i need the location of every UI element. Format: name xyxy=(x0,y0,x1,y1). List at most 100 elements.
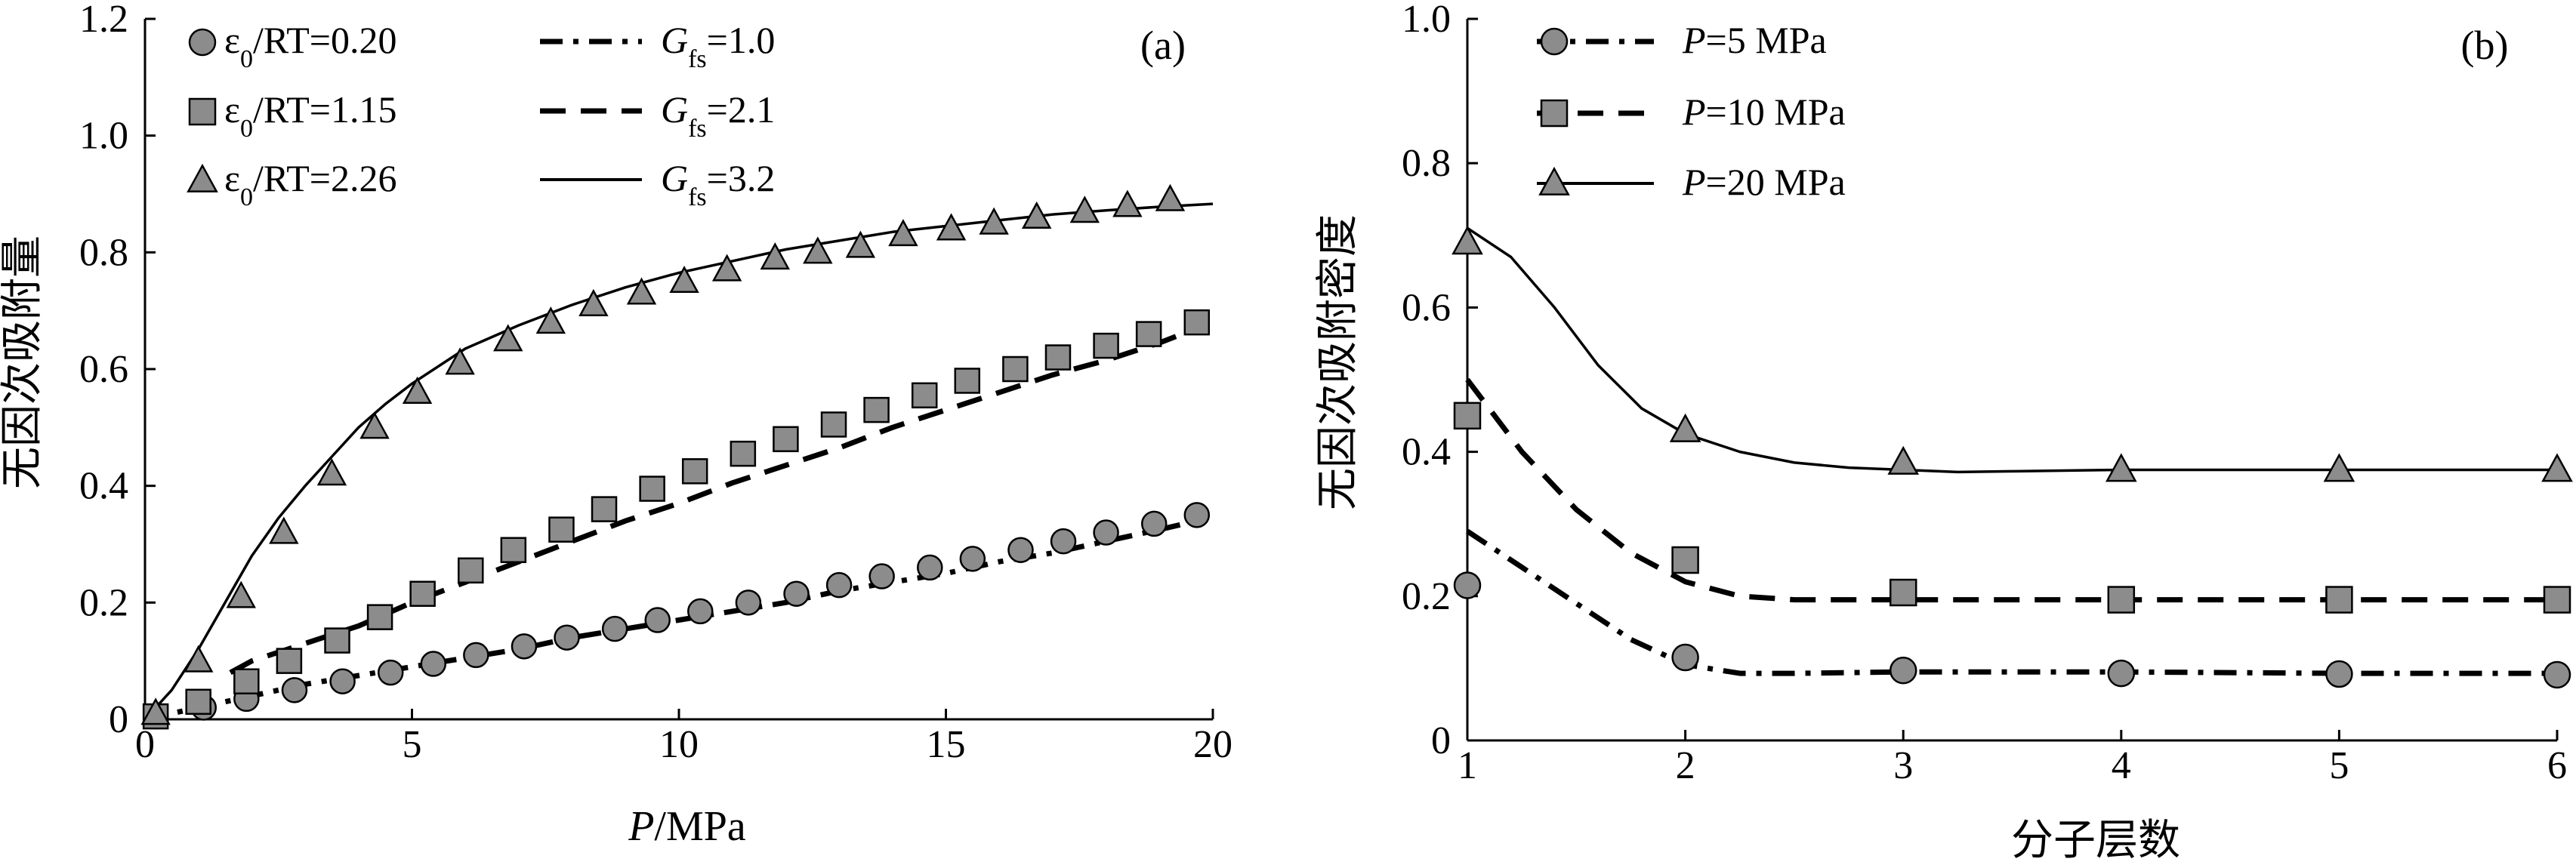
panel-b-y-tick-label: 0.6 xyxy=(1402,286,1451,329)
panel-b-point-circle xyxy=(2543,660,2571,689)
panel-a-markers xyxy=(140,183,1211,730)
panel-b-legend-label-p-5-mpa: P=5 MPa xyxy=(1682,19,1827,61)
panel-b-point-triangle xyxy=(1669,413,1701,442)
panel-a-point-square xyxy=(954,368,981,394)
panel-a-y-tick-label: 0.6 xyxy=(79,348,128,391)
panel-b-point-circle xyxy=(1671,643,1699,672)
panel-a-point-square xyxy=(773,426,799,453)
panel-b-y-tick-label: 0 xyxy=(1431,719,1451,762)
panel-a-point-square xyxy=(639,476,665,502)
panel-a-point-circle xyxy=(783,580,810,607)
panel-a-point-square xyxy=(730,440,757,467)
panel-a-point-circle xyxy=(1183,502,1211,528)
panel-a-legend: ε0/RT=0.20 ε0/RT=1.15 ε0/RT=2.26 Gfs=1.0 Gfs… xyxy=(187,19,775,211)
panel-a-point-triangle xyxy=(626,277,657,305)
panel-a-x-axis-var: P xyxy=(628,803,654,850)
panel-a-point-triangle xyxy=(445,347,475,375)
panel-a-legend-marker-square xyxy=(188,97,217,126)
panel-a-y-tick-label: 0.8 xyxy=(79,231,128,274)
panel-a-point-square xyxy=(458,557,484,584)
panel-a-point-square xyxy=(548,516,575,543)
panel-a-tick-labels: 0 5 10 15 20 0 0.2 0.4 0.6 0.8 1.0 1.2 xyxy=(79,0,1232,766)
panel-a-point-triangle xyxy=(493,324,523,352)
panel-a-point-circle xyxy=(1093,519,1119,546)
panel-a-point-triangle xyxy=(1155,183,1186,211)
panel-a-point-circle xyxy=(868,563,895,589)
panel-a-x-tick-label: 20 xyxy=(1193,723,1232,766)
panel-b-point-triangle xyxy=(2323,453,2355,482)
panel-b-legend: P=5 MPa P=10 MPa P=20 MPa xyxy=(1537,19,1846,203)
panel-a-y-tick-label: 0 xyxy=(109,698,128,741)
panel-a-x-tick-label: 0 xyxy=(135,723,155,766)
panel-a-curve-gfs-1-0 xyxy=(144,518,1198,722)
panel-a-point-circle xyxy=(1050,528,1077,555)
panel-a-point-triangle xyxy=(845,230,876,258)
panel-a-point-triangle xyxy=(979,207,1009,235)
panel-a-point-triangle xyxy=(1021,201,1052,229)
panel-b-legend-marker-triangle xyxy=(1538,166,1570,195)
panel-a-x-axis-unit: /MPa xyxy=(654,803,745,850)
panel-a-point-circle xyxy=(420,651,447,677)
panel-a-point-triangle xyxy=(535,306,566,334)
panel-b-point-triangle xyxy=(2541,453,2573,482)
panel-a-point-triangle xyxy=(669,265,699,294)
panel-b-y-tick-label: 1.0 xyxy=(1402,0,1451,41)
panel-a-legend-label-0-rt-0-20: ε0/RT=0.20 xyxy=(224,19,396,73)
panel-b-point-square xyxy=(1453,402,1482,430)
panel-a-point-square xyxy=(185,688,211,716)
panel-b-y-tick-label: 0.8 xyxy=(1402,142,1451,185)
panel-a-point-square xyxy=(1183,309,1211,336)
panel-b-y-tick-label: 0.2 xyxy=(1402,575,1451,618)
panel-a-legend-label-gfs-2-1: Gfs=2.1 xyxy=(661,88,775,143)
panel-a-point-square xyxy=(409,580,436,607)
panel-b-y-axis-title: 无因次吸附密度 xyxy=(1315,214,1362,510)
panel-a-point-triangle xyxy=(359,411,390,439)
panel-a-point-triangle xyxy=(936,213,967,241)
panel-a-point-square xyxy=(820,411,847,438)
panel-b-point-triangle xyxy=(1452,226,1483,255)
panel-b-legend-marker-circle xyxy=(1540,27,1569,56)
panel-a-point-square xyxy=(911,382,938,409)
panel-a-x-axis-title: P/MPa xyxy=(628,803,746,850)
panel-b-x-axis-title: 分子层数 xyxy=(2011,817,2180,864)
panel-b-point-circle xyxy=(2325,660,2353,688)
panel-a-point-circle xyxy=(687,598,714,625)
panel-a-x-tick-label: 5 xyxy=(403,723,422,766)
panel-a-point-circle xyxy=(329,668,356,694)
panel-b-legend-label-p-20-mpa: P=20 MPa xyxy=(1682,161,1846,203)
panel-b-point-circle xyxy=(1889,657,1917,685)
panel-a-point-triangle xyxy=(760,242,790,270)
panel-a-point-circle xyxy=(377,659,404,686)
panel-a-point-triangle xyxy=(888,219,918,247)
panel-b-curve-p-5-mpa xyxy=(1466,528,2557,676)
panel-a-y-axis-title: 无因次吸附量 xyxy=(0,235,46,489)
panel-b-point-square xyxy=(1671,546,1699,574)
panel-a-label: (a) xyxy=(1140,23,1186,68)
panel-a-point-circle xyxy=(644,607,671,633)
panel-b-markers xyxy=(1452,226,2573,689)
panel-a-legend-marker-circle xyxy=(188,28,217,57)
panel-a-point-square xyxy=(1002,356,1029,383)
panel-b-point-circle xyxy=(1453,571,1482,599)
panel-a-point-circle xyxy=(1007,537,1034,563)
panel-b-legend-marker-square xyxy=(1540,99,1569,128)
panel-a-point-circle xyxy=(917,554,943,581)
panel-a-x-tick-label: 15 xyxy=(927,723,966,766)
panel-a-point-square xyxy=(1044,344,1072,371)
panel-a-legend-label-gfs-3-2: Gfs=3.2 xyxy=(661,157,775,211)
panel-a-point-circle xyxy=(281,677,308,703)
panel-a-point-circle xyxy=(735,589,762,616)
panel-a-x-tick-label: 10 xyxy=(659,723,699,766)
panel-b-x-tick-label: 2 xyxy=(1676,744,1695,787)
panel-a-point-circle xyxy=(511,633,538,660)
panel-a-point-square xyxy=(591,496,618,522)
panel-a-point-triangle xyxy=(1069,195,1100,223)
panel-a-legend-label-0-rt-2-26: ε0/RT=2.26 xyxy=(224,157,396,211)
panel-b-point-square xyxy=(2325,586,2353,614)
panel-b-tick-labels: 1 2 3 4 5 6 0 0.2 0.4 0.6 0.8 1.0 xyxy=(1402,0,2567,787)
panel-a-point-triangle xyxy=(803,236,833,264)
panel-a-point-circle xyxy=(463,642,489,669)
panel-a-point-square xyxy=(1135,321,1162,347)
